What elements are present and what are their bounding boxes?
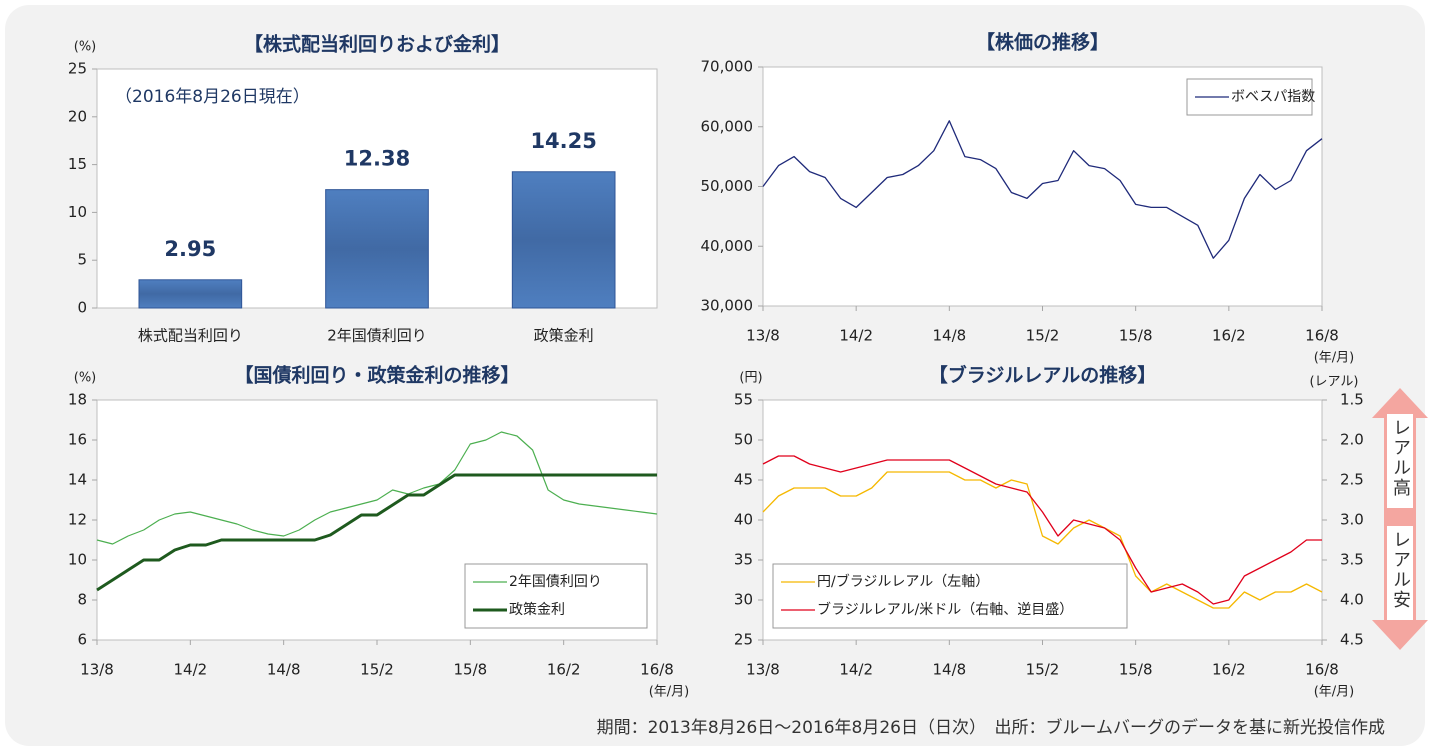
y-tick-label: 25 <box>68 60 87 78</box>
y-tick-label: 8 <box>77 591 87 609</box>
y-tick-label: 12 <box>68 511 87 529</box>
y-tick-label: 35 <box>734 551 753 569</box>
x-tick-label: 14/8 <box>932 661 966 679</box>
x-tick-label: 14/8 <box>932 327 966 345</box>
x-tick-label: 15/2 <box>1026 327 1060 345</box>
legend-label: ボベスパ指数 <box>1231 89 1315 105</box>
chart-title: 【株式配当利回りおよび金利】 <box>244 33 510 56</box>
x-tick-label: 13/8 <box>746 661 780 679</box>
label-box <box>1387 414 1413 508</box>
y-tick-label: 14 <box>68 471 87 489</box>
y-tick-label: 40 <box>734 511 753 529</box>
y-tick-label: 55 <box>734 391 753 409</box>
x-tick-label: 15/2 <box>360 661 394 679</box>
x-tick-label: 株式配当利回り <box>138 327 243 345</box>
value-label: 12.38 <box>344 147 410 171</box>
y-tick-label: 60,000 <box>701 117 754 135</box>
y2-tick-label: 2.5 <box>1340 471 1364 489</box>
y-tick-label: 6 <box>77 631 87 649</box>
y-tick-label: 40,000 <box>701 237 754 255</box>
y-tick-label: 16 <box>68 431 87 449</box>
bar <box>511 171 616 309</box>
y2-tick-label: 4.0 <box>1340 591 1364 609</box>
x-tick-label: 15/8 <box>1119 661 1153 679</box>
legend-label: ブラジルレアル/米ドル（右軸、逆目盛） <box>817 601 1073 618</box>
series-line <box>762 120 1323 259</box>
x-tick-label: 13/8 <box>746 327 780 345</box>
y-unit: (%) <box>74 371 97 386</box>
x-tick-label: 14/2 <box>839 327 873 345</box>
x-unit: (年/月) <box>1314 351 1355 366</box>
series-line <box>96 431 658 545</box>
y2-tick-label: 2.0 <box>1340 431 1364 449</box>
y2-unit: (レアル) <box>1309 375 1358 390</box>
y2-tick-label: 3.0 <box>1340 511 1364 529</box>
y-tick-label: 15 <box>68 155 87 173</box>
y-unit: (円) <box>739 371 762 386</box>
y2-tick-label: 4.5 <box>1340 631 1364 649</box>
bar <box>138 279 243 309</box>
x-tick-label: 16/8 <box>1305 661 1339 679</box>
arrow-shape <box>1372 388 1428 650</box>
chart-title: 【国債利回り・政策金利の推移】 <box>234 364 519 387</box>
y-tick-label: 30 <box>734 591 753 609</box>
footer: 期間：2013年8月26日～2016年8月26日（日次） 出所：ブルームバーグの… <box>597 717 1385 738</box>
legend-label: 2年国債利回り <box>509 574 602 590</box>
y-tick-label: 50 <box>734 431 753 449</box>
y2-tick-label: 3.5 <box>1340 551 1364 569</box>
strength-arrow: レアル高 レアル安 <box>1372 388 1428 650</box>
y-tick-label: 25 <box>734 631 753 649</box>
x-tick-label: 16/8 <box>640 661 674 679</box>
x-tick-label: 16/2 <box>547 661 581 679</box>
y-tick-label: 70,000 <box>701 58 754 76</box>
series-line <box>762 471 1323 609</box>
y-tick-label: 5 <box>77 251 87 269</box>
x-tick-label: 13/8 <box>80 661 114 679</box>
x-tick-label: 2年国債利回り <box>327 327 427 345</box>
y-unit: (%) <box>74 40 97 55</box>
x-tick-label: 15/8 <box>453 661 487 679</box>
legend: ボベスパ指数 <box>1186 78 1315 116</box>
x-tick-label: 16/8 <box>1305 327 1339 345</box>
x-tick-label: 14/8 <box>267 661 301 679</box>
chart-title: 【株価の推移】 <box>976 31 1109 54</box>
y2-tick-label: 1.5 <box>1340 391 1364 409</box>
x-tick-label: 16/2 <box>1212 661 1246 679</box>
x-tick-label: 政策金利 <box>534 327 594 345</box>
x-unit: (年/月) <box>649 685 690 700</box>
y-tick-label: 10 <box>68 551 87 569</box>
legend-label: 政策金利 <box>509 601 565 618</box>
label-box <box>1387 526 1413 620</box>
y-tick-label: 18 <box>68 391 87 409</box>
y-tick-label: 50,000 <box>701 177 754 195</box>
x-tick-label: 14/2 <box>839 661 873 679</box>
series-line <box>762 455 1322 605</box>
y-tick-label: 30,000 <box>701 297 754 315</box>
x-tick-label: 15/2 <box>1026 661 1060 679</box>
x-tick-label: 15/8 <box>1119 327 1153 345</box>
annotation: レアル安 <box>1390 530 1411 610</box>
y-tick-label: 10 <box>68 203 87 221</box>
x-tick-label: 14/2 <box>173 661 207 679</box>
legend-box <box>464 563 648 629</box>
legend: 円/ブラジルレアル（左軸） ブラジルレアル/米ドル（右軸、逆目盛） <box>772 563 1128 629</box>
y-tick-label: 45 <box>734 471 753 489</box>
value-label: 2.95 <box>164 237 216 261</box>
x-unit: (年/月) <box>1314 685 1355 700</box>
y-tick-label: 0 <box>77 299 87 317</box>
x-tick-label: 16/2 <box>1212 327 1246 345</box>
annotation: （2016年8月26日現在） <box>115 87 310 107</box>
annotation: レアル高 <box>1390 418 1411 498</box>
bar <box>325 189 429 309</box>
value-label: 14.25 <box>530 129 596 153</box>
y-tick-label: 20 <box>68 107 87 125</box>
series-line <box>96 473 657 592</box>
chart-title: 【ブラジルレアルの推移】 <box>929 364 1156 387</box>
legend-box <box>772 563 1128 629</box>
legend-label: 円/ブラジルレアル（左軸） <box>817 573 989 590</box>
